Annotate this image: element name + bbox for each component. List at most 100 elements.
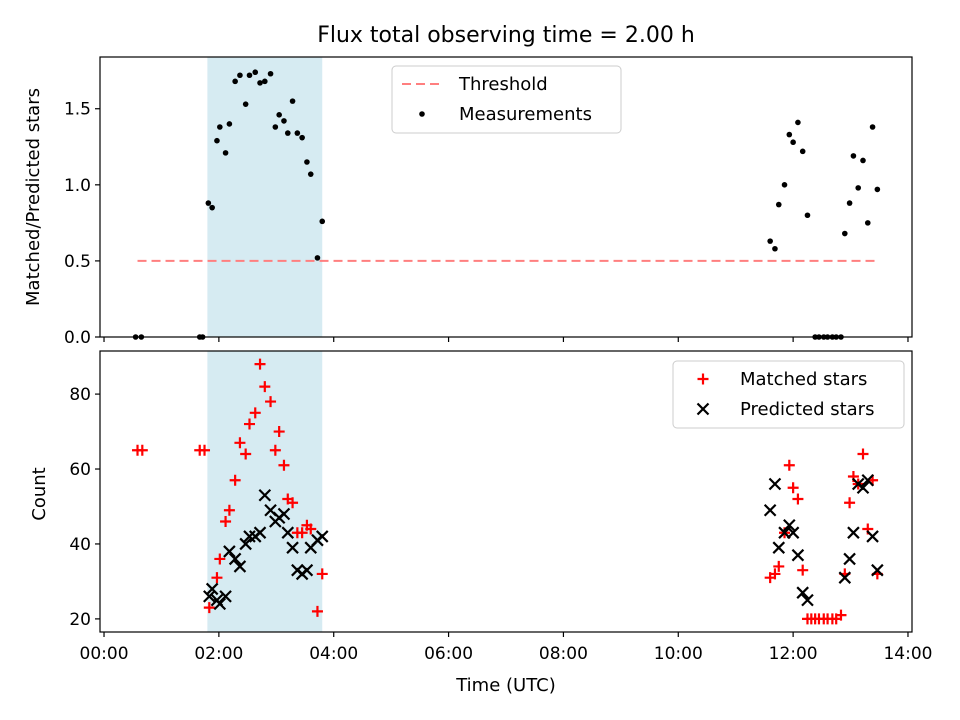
legend-swatch-measurements <box>419 111 425 117</box>
x-tick-label: 14:00 <box>883 644 932 664</box>
axes-frame <box>99 350 913 633</box>
observing-window-shade <box>207 57 323 337</box>
x-tick-label: 10:00 <box>654 644 703 664</box>
matched-star-point <box>844 497 856 509</box>
matched-star-point <box>240 448 252 460</box>
matched-star-point <box>305 523 317 535</box>
measurement-point <box>252 69 259 76</box>
measurement-point <box>775 201 782 208</box>
predicted-star-point <box>783 518 796 532</box>
measurement-point <box>314 255 321 261</box>
measurement-point <box>257 80 263 86</box>
predicted-star-point <box>243 530 256 543</box>
x-tick-label: 02:00 <box>194 644 243 664</box>
measurement-point <box>874 186 881 193</box>
measurement-point <box>319 218 326 225</box>
top-y-axis-label: Matched/Predicted stars <box>23 88 44 306</box>
predicted-star-point <box>223 545 236 558</box>
measurement-point <box>232 78 238 85</box>
legend-label: Predicted stars <box>740 399 874 420</box>
legend-box <box>672 360 905 429</box>
matched-star-point <box>783 459 795 471</box>
predicted-star-point <box>253 526 267 539</box>
predicted-star-point <box>856 481 870 495</box>
predicted-star-point <box>838 571 852 584</box>
predicted-star-point <box>228 552 242 566</box>
x-tick-label: 04:00 <box>309 644 358 664</box>
y-tick-label: 1.0 <box>64 176 91 196</box>
y-tick-label: 80 <box>69 385 91 405</box>
measurement-point <box>217 124 223 130</box>
predicted-star-point <box>871 563 884 577</box>
predicted-star-point <box>213 597 227 611</box>
x-tick-label: 12:00 <box>769 644 818 664</box>
matched-star-point <box>311 605 323 617</box>
measurement-point <box>307 171 314 177</box>
matched-star-point <box>211 572 223 584</box>
measurement-point <box>246 72 253 79</box>
measurement-point <box>209 204 215 211</box>
measurement-point <box>304 159 310 165</box>
matched-star-point <box>249 407 261 419</box>
legend-label: Measurements <box>459 104 592 125</box>
measurement-point <box>786 131 793 138</box>
matched-star-point <box>773 560 785 572</box>
predicted-star-point <box>786 526 800 539</box>
matched-star-point <box>223 504 235 516</box>
predicted-star-point <box>219 590 232 603</box>
matched-star-point <box>273 426 285 438</box>
measurement-point <box>767 238 773 244</box>
measurement-point <box>795 119 801 126</box>
y-tick-label: 60 <box>69 460 91 480</box>
legend-box <box>391 65 622 134</box>
predicted-star-point <box>205 582 219 596</box>
predicted-star-point <box>763 503 777 517</box>
matched-star-point <box>269 444 281 456</box>
measurement-point <box>214 137 220 144</box>
measurement-point <box>781 182 788 188</box>
measurement-point <box>790 139 796 146</box>
matched-star-point <box>199 444 211 456</box>
legend: Matched stars Predicted stars <box>672 360 905 429</box>
matched-star-point <box>243 418 255 430</box>
x-tick-label: 00:00 <box>80 644 129 664</box>
predicted-star-point <box>281 526 295 539</box>
legend-swatch-matched <box>697 373 709 385</box>
matched-star-point <box>136 444 148 456</box>
matched-star-point <box>265 396 277 408</box>
matched-star-point <box>254 358 266 370</box>
measurement-point <box>284 130 291 136</box>
legend-label: Threshold <box>458 74 548 95</box>
y-tick-label: 0.0 <box>64 328 91 348</box>
predicted-star-point <box>847 526 860 539</box>
matched-star-point <box>857 448 869 460</box>
matched-star-point <box>797 564 809 576</box>
axes-frame <box>99 56 913 338</box>
matched-star-point <box>835 609 847 621</box>
x-tick-label: 08:00 <box>539 644 588 664</box>
predicted-star-point <box>768 477 782 491</box>
measurement-point <box>272 124 279 130</box>
predicted-star-point <box>791 548 805 562</box>
matched-star-point <box>287 497 299 509</box>
bottom-y-axis-label: Count <box>29 467 50 520</box>
measurement-point <box>299 134 305 141</box>
matched-star-point <box>259 381 271 393</box>
matched-star-point <box>787 482 799 494</box>
measurement-point <box>226 121 233 127</box>
measurement-point <box>864 220 871 226</box>
predicted-star-point <box>801 593 814 607</box>
predicted-star-point <box>796 586 809 599</box>
measurement-point <box>846 200 853 206</box>
y-tick-label: 0.5 <box>64 252 91 272</box>
measurement-point <box>850 153 857 159</box>
predicted-star-point <box>277 507 291 521</box>
matched-star-point <box>203 602 215 614</box>
predicted-star-point <box>233 560 247 573</box>
predicted-star-point <box>286 541 299 554</box>
matched-star-point <box>316 568 328 580</box>
predicted-star-point <box>866 530 879 543</box>
measurement-point <box>860 157 866 164</box>
matched-star-point <box>769 568 781 580</box>
